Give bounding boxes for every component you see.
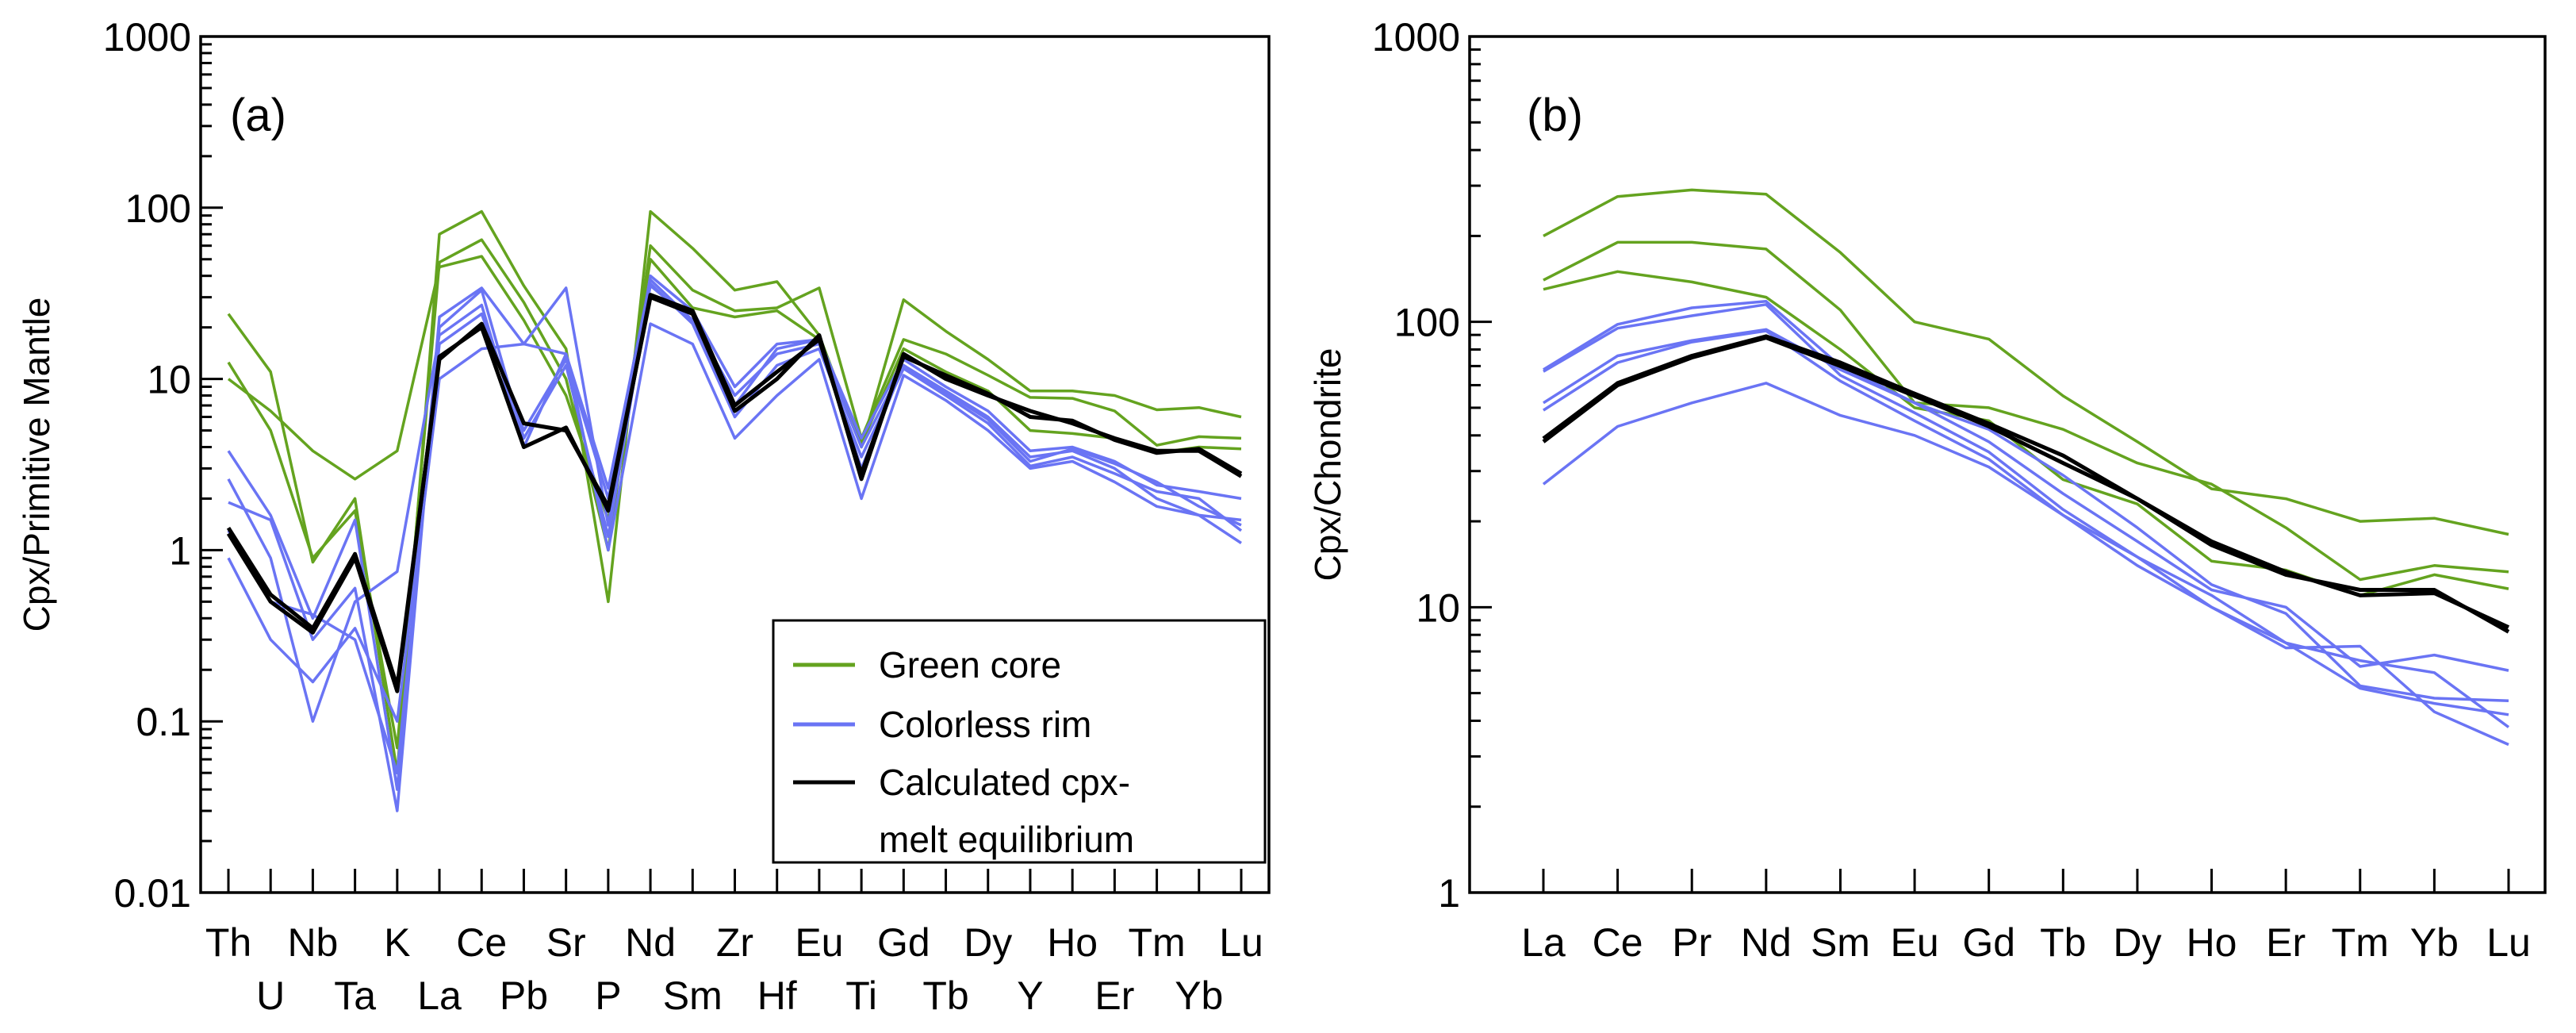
x-tick-label-pb: Pb [500, 973, 548, 1018]
series-line-black-9 [1542, 334, 2510, 629]
series-line-green-1 [1543, 240, 2509, 582]
x-tick-label-er: Er [2266, 920, 2306, 965]
x-tick-label-tb: Tb [922, 973, 968, 1018]
x-tick-label-k: K [384, 920, 410, 965]
y-tick-label: 100 [125, 186, 191, 231]
y-tick-label: 1 [1438, 871, 1460, 916]
x-tick-label-nd: Nd [1741, 920, 1792, 965]
series-line-blue-4 [1543, 303, 2509, 747]
series-line-blue-3 [227, 274, 1242, 791]
series-line-blue-5 [228, 282, 1243, 812]
series-line-blue-4 [227, 278, 1242, 723]
x-tick-label-yb: Yb [2410, 920, 2459, 965]
panel-label: (a) [230, 90, 286, 141]
panel-b-ree-diagram: 1 10 100 1000 La Ce Pr Nd Sm Eu Gd Tb Dy Ho Er Tm Yb Lu (b… [1307, 15, 2547, 965]
legend-label: Green core [879, 644, 1061, 685]
x-tick-label-u: U [256, 973, 285, 1018]
x-tick-label-lu: Lu [1219, 920, 1263, 965]
y-tick-label: 1000 [1372, 15, 1460, 60]
series-line-blue-6 [227, 322, 1242, 723]
series-line-blue-6 [1543, 329, 2510, 728]
x-tick-label-nb: Nb [287, 920, 338, 965]
x-tick-label-hf: Hf [757, 973, 797, 1018]
series-line-green-2 [1543, 270, 2509, 597]
x-tick-label-eu: Eu [795, 920, 843, 965]
x-tick-label-ho: Ho [2187, 920, 2237, 965]
legend-box [772, 619, 1267, 864]
series-line-green-2 [227, 255, 1242, 522]
x-tick-label-y: Y [1017, 973, 1043, 1018]
x-tick-label-p: P [595, 973, 621, 1018]
x-tick-label-eu: Eu [1890, 920, 1938, 965]
series-line-black-9 [226, 293, 1243, 693]
y-tick-label: 0.1 [136, 700, 191, 744]
series-line-green-1 [227, 238, 1242, 750]
y-tick-label: 1 [169, 528, 191, 573]
panel-label: (b) [1527, 90, 1583, 141]
x-tick-label-sm: Sm [663, 973, 723, 1018]
x-tick-label-yb: Yb [1175, 973, 1223, 1018]
x-tick-label-ce: Ce [456, 920, 507, 965]
series-line-blue-5 [1543, 328, 2509, 703]
plot-frame [199, 35, 1271, 894]
x-tick-label-gd: Gd [1962, 920, 2015, 965]
legend-label: Calculated cpx- [879, 762, 1130, 803]
legend: Green core Colorless rim Calculated cpx-me… [772, 619, 1267, 864]
x-tick-label-ti: Ti [845, 973, 877, 1018]
x-tick-label-dy: Dy [964, 920, 1012, 965]
y-tick-label: 10 [147, 358, 191, 402]
x-tick-label-ho: Ho [1047, 920, 1098, 965]
series-line-black-8 [1542, 336, 2510, 634]
y-tick-label: 10 [1416, 586, 1460, 630]
x-tick-label-dy: Dy [2113, 920, 2161, 965]
y-tick-label: 1000 [103, 15, 191, 60]
x-tick-label-tb: Tb [2040, 920, 2086, 965]
x-tick-label-sm: Sm [1811, 920, 1870, 965]
x-tick-label-la: La [417, 973, 462, 1018]
y-tick-label: 100 [1394, 301, 1460, 345]
y-tick-label: 0.01 [114, 871, 191, 916]
x-tick-label-la: La [1521, 920, 1566, 965]
x-tick-label-pr: Pr [1672, 920, 1712, 965]
x-tick-label-tm: Tm [1128, 920, 1185, 965]
x-tick-label-th: Th [205, 920, 251, 965]
x-tick-label-lu: Lu [2486, 920, 2531, 965]
legend-label: Colorless rim [879, 704, 1091, 745]
x-tick-label-tm: Tm [2332, 920, 2389, 965]
x-tick-label-zr: Zr [716, 920, 753, 965]
x-tick-label-ce: Ce [1593, 920, 1643, 965]
x-tick-label-nd: Nd [625, 920, 676, 965]
plot-frame [1468, 35, 2547, 894]
y-axis-title: Cpx/Chondrite [1307, 348, 1348, 581]
series-line-green-0 [1543, 188, 2509, 536]
series-line-blue-7 [1542, 382, 2509, 716]
y-axis-title: Cpx/Primitive Mantle [16, 298, 57, 632]
x-tick-label-ta: Ta [334, 973, 376, 1018]
x-tick-label-er: Er [1094, 973, 1134, 1018]
legend-label: melt equilibrium [879, 819, 1134, 860]
x-tick-label-sr: Sr [546, 920, 586, 965]
x-tick-label-gd: Gd [877, 920, 930, 965]
